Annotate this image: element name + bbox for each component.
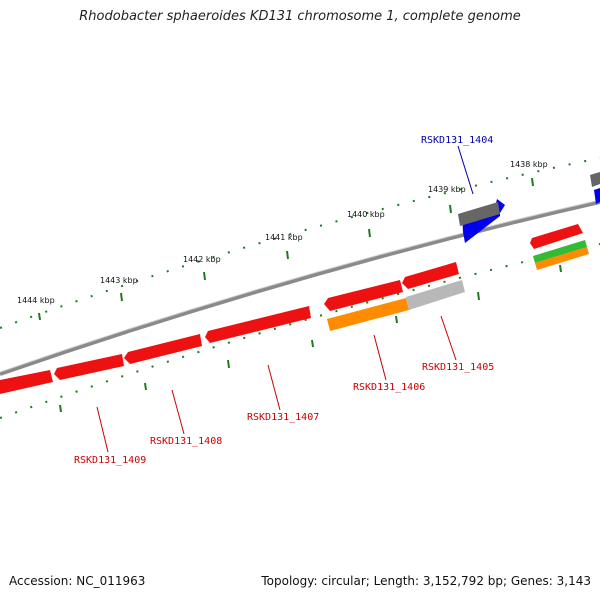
accession-text: Accession: NC_011963 — [9, 574, 146, 588]
gene-label: RSKD131_1406 — [353, 382, 425, 393]
genome-summary: Topology: circular; Length: 3,152,792 bp… — [261, 574, 591, 588]
tick-label: 1438 kbp — [510, 160, 548, 169]
gene-label: RSKD131_1405 — [422, 362, 494, 373]
gene-arrow[interactable] — [535, 247, 589, 270]
gene-arrow[interactable] — [594, 188, 600, 204]
gene-arrow[interactable] — [324, 280, 403, 311]
gene-arrow[interactable] — [124, 334, 202, 364]
tick-label: 1440 kbp — [347, 210, 385, 219]
forward-genes — [458, 172, 600, 243]
map-title: Rhodobacter sphaeroides KD131 chromosome… — [79, 9, 521, 24]
chromosome-backbone — [0, 200, 600, 376]
gene-arrow[interactable] — [530, 224, 583, 249]
gene-arrow[interactable] — [533, 240, 587, 263]
outer-tick-ring — [0, 157, 600, 329]
gene-arrow[interactable] — [54, 354, 124, 380]
tick-label: 1442 kbp — [183, 255, 221, 264]
inner-major-ticks — [59, 264, 562, 413]
gene-label: RSKD131_1408 — [150, 436, 222, 447]
gene-label: RSKD131_1404 — [421, 135, 493, 146]
gene-arrow[interactable] — [327, 298, 409, 331]
gene-label: RSKD131_1409 — [74, 455, 146, 466]
gene-arrow[interactable] — [205, 306, 311, 343]
tick-label: 1439 kbp — [428, 185, 466, 194]
tick-label: 1444 kbp — [17, 296, 55, 305]
inner-tick-ring — [0, 243, 600, 419]
gene-arrow[interactable] — [458, 202, 500, 226]
leader-lines — [96, 145, 474, 453]
tick-label: 1443 kbp — [100, 276, 138, 285]
major-ticks — [38, 177, 534, 321]
tick-label: 1441 kbp — [265, 233, 303, 242]
gene-label: RSKD131_1407 — [247, 412, 319, 423]
gene-arrow[interactable] — [406, 280, 465, 310]
gene-arrow[interactable] — [590, 172, 600, 187]
strand-genes — [0, 224, 589, 394]
gene-arrow[interactable] — [402, 262, 459, 289]
chromosome-backbone-highlight — [0, 199, 600, 373]
gene-arrow[interactable] — [0, 370, 53, 394]
